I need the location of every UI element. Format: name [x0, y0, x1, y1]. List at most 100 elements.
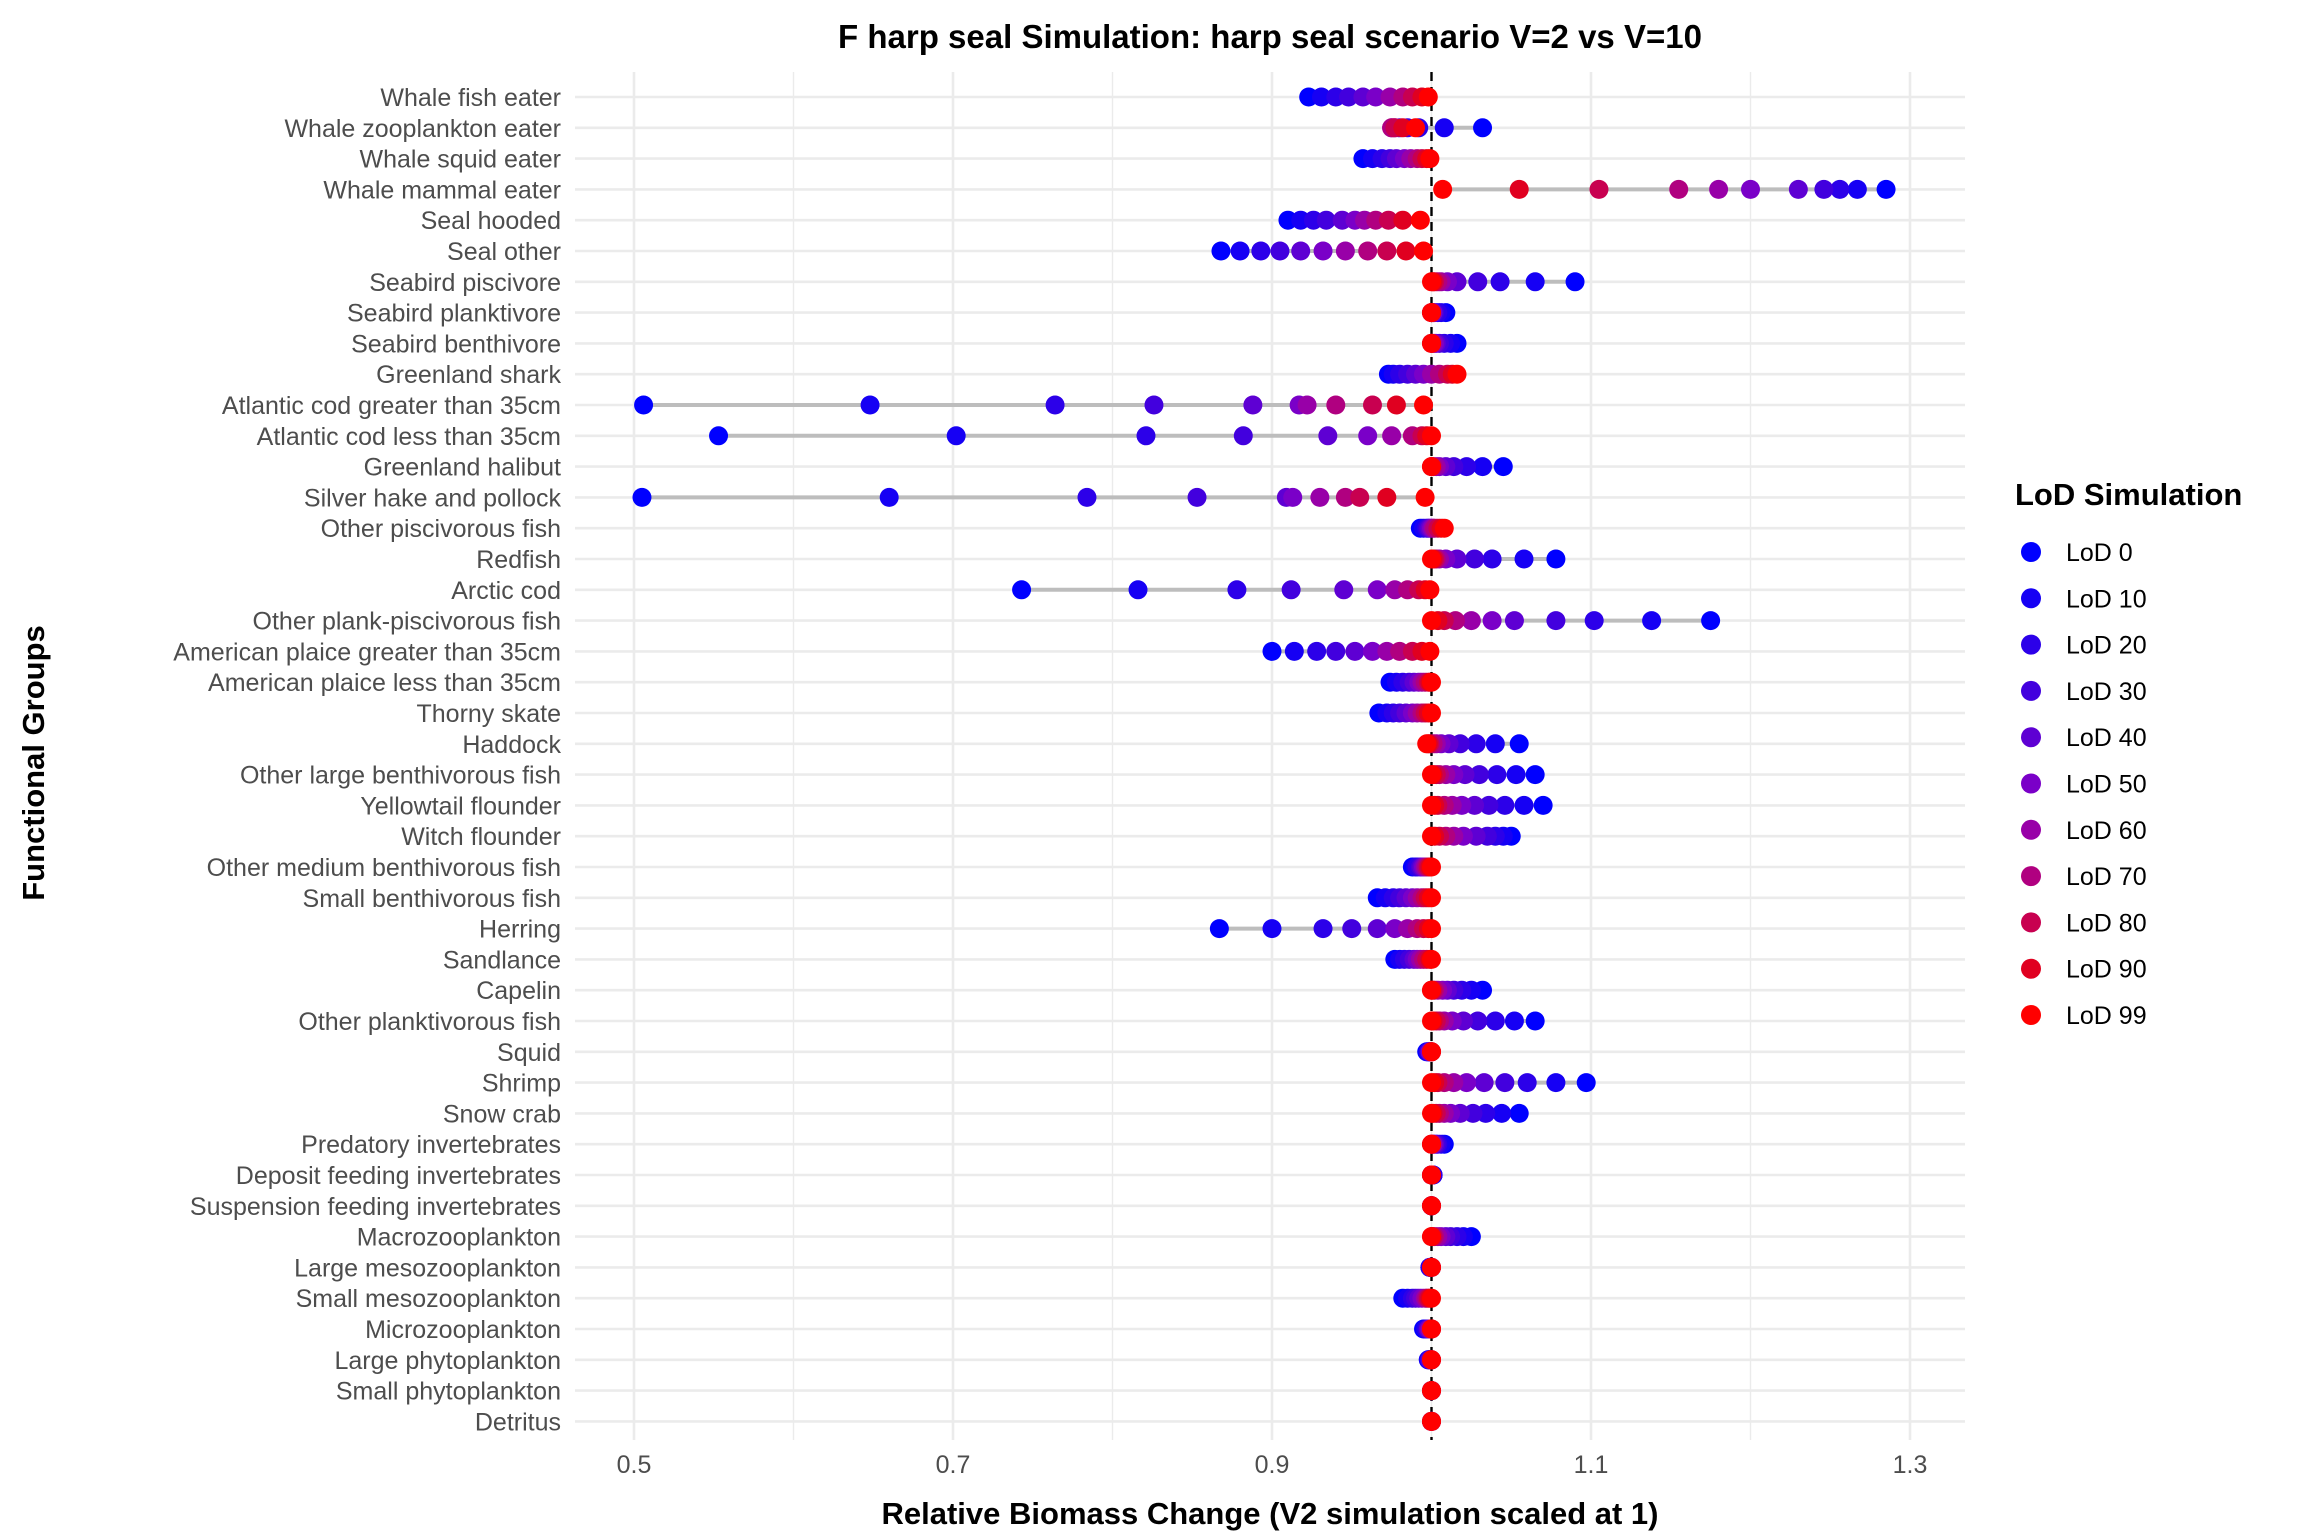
data-point [1465, 549, 1485, 569]
data-point [1422, 672, 1441, 692]
legend-key [2021, 866, 2041, 887]
y-tick-label: Other large benthivorous fish [240, 762, 561, 790]
data-point [1466, 734, 1486, 754]
data-point [1136, 426, 1156, 446]
data-point [1485, 734, 1505, 754]
data-point [1396, 241, 1416, 261]
data-point [1422, 703, 1441, 723]
data-point [860, 395, 880, 415]
data-point [1227, 580, 1247, 600]
legend-key [2021, 819, 2041, 840]
data-point [1362, 395, 1382, 415]
data-point [1313, 241, 1333, 261]
grid-layer [575, 72, 1965, 1440]
data-point [1546, 611, 1566, 631]
data-point [1310, 487, 1330, 507]
y-tick-label: Redfish [476, 546, 561, 574]
data-point [1525, 765, 1545, 785]
data-point [1565, 272, 1585, 292]
data-point [1313, 919, 1333, 939]
data-point [1479, 795, 1499, 815]
legend-key [2021, 958, 2041, 979]
y-tick-label: Macrozooplankton [357, 1224, 561, 1252]
legend-key [2021, 680, 2041, 701]
data-point [1422, 426, 1441, 446]
legend-label: LoD 30 [2066, 678, 2147, 706]
legend: LoD Simulation LoD 0 LoD 10 LoD 20 LoD 30 Lo… [2015, 477, 2242, 1030]
legend-label: LoD 50 [2066, 771, 2147, 799]
data-point [1415, 487, 1435, 507]
data-point [1422, 1165, 1441, 1185]
legend-key [2021, 634, 2041, 655]
y-tick-label: Atlantic cod less than 35cm [257, 423, 561, 451]
data-point [1358, 426, 1378, 446]
range-segments-layer [641, 95, 1887, 1362]
data-point [1434, 118, 1454, 138]
data-point [1847, 179, 1867, 199]
data-point [1487, 765, 1507, 785]
y-axis-title: Functional Groups [16, 625, 51, 901]
y-tick-label: Seal hooded [421, 207, 561, 235]
data-point [1422, 919, 1441, 939]
y-tick-labels: Whale fish eater Whale zooplankton eater W… [173, 84, 561, 1436]
y-tick-label: Whale fish eater [380, 84, 561, 112]
data-point [1350, 487, 1370, 507]
y-tick-label: Snow crab [443, 1100, 561, 1128]
data-point [1533, 795, 1553, 815]
data-point [1144, 395, 1164, 415]
y-tick-label: Shrimp [482, 1070, 561, 1098]
legend-label: LoD 0 [2066, 539, 2133, 567]
data-point [1262, 641, 1282, 661]
data-point [1362, 641, 1382, 661]
data-point [1788, 179, 1808, 199]
data-point [1326, 641, 1346, 661]
data-point [1485, 1011, 1505, 1031]
data-point [1334, 580, 1354, 600]
y-tick-label: Suspension feeding invertebrates [190, 1193, 561, 1221]
data-point [1378, 210, 1398, 230]
data-point [879, 487, 899, 507]
legend-label: LoD 80 [2066, 909, 2147, 937]
data-point [1281, 580, 1301, 600]
data-point [1420, 641, 1440, 661]
data-point [1233, 426, 1253, 446]
data-point [1422, 826, 1441, 846]
data-point [1493, 457, 1513, 477]
y-tick-label: Predatory invertebrates [301, 1131, 561, 1159]
y-tick-label: Arctic cod [451, 577, 561, 605]
data-point [1422, 1257, 1441, 1277]
data-point [1410, 210, 1430, 230]
data-point [1251, 241, 1271, 261]
data-point [1422, 1411, 1441, 1431]
y-tick-label: Small mesozooplankton [296, 1285, 561, 1313]
data-point [1335, 487, 1355, 507]
data-point [1422, 857, 1441, 877]
data-point [1422, 1381, 1441, 1401]
data-point [1546, 1073, 1566, 1093]
data-point [1307, 641, 1327, 661]
data-point [1433, 179, 1453, 199]
data-point [1012, 580, 1032, 600]
data-point [1422, 888, 1441, 908]
y-tick-label: Seabird piscivore [369, 269, 561, 297]
y-tick-label: Deposit feeding invertebrates [236, 1162, 561, 1190]
y-tick-label: American plaice greater than 35cm [173, 638, 561, 666]
data-point [1830, 179, 1850, 199]
x-tick-labels: 0.5 0.7 0.9 1.1 1.3 [617, 1451, 1928, 1479]
legend-title: LoD Simulation [2015, 477, 2242, 512]
legend-key [2021, 912, 2041, 933]
y-tick-label: Thorny skate [416, 700, 561, 728]
data-point [1342, 919, 1362, 939]
data-point [1509, 734, 1529, 754]
data-point [1358, 241, 1378, 261]
data-point [1422, 1042, 1441, 1062]
y-tick-label: Seal other [447, 238, 561, 266]
data-point [709, 426, 729, 446]
data-point [1422, 1350, 1441, 1370]
data-point [1422, 303, 1441, 323]
data-point [1422, 1196, 1441, 1216]
data-point [1422, 457, 1441, 477]
data-point [1669, 179, 1689, 199]
y-tick-label: Greenland halibut [364, 454, 561, 482]
